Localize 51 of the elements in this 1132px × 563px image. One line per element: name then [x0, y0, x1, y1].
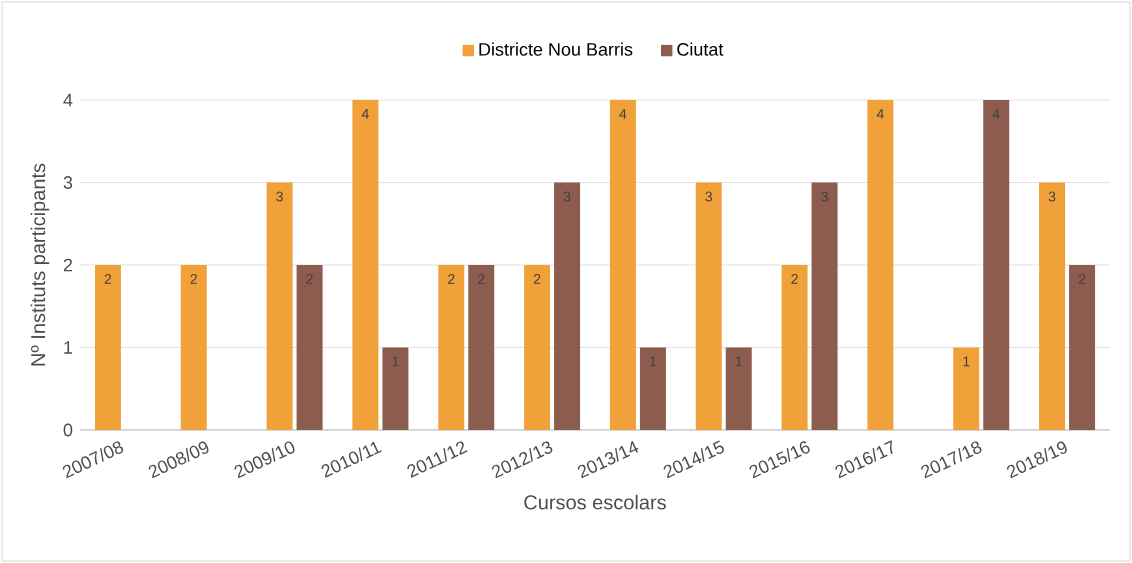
data-label: 2: [533, 274, 541, 284]
bar: [266, 182, 293, 430]
y-tick-label: 1: [64, 341, 73, 354]
bar: [352, 100, 379, 430]
bar: [781, 265, 808, 430]
data-label: 3: [705, 191, 712, 202]
legend-label: Ciutat: [677, 42, 724, 56]
bar: [468, 265, 495, 430]
bar: [609, 100, 636, 430]
data-label: 3: [1048, 191, 1056, 202]
data-label: 2: [791, 274, 798, 284]
x-axis-title: Cursos escolars: [524, 494, 666, 510]
data-label: 2: [1078, 274, 1086, 284]
bar: [725, 347, 752, 430]
bar: [524, 265, 551, 430]
data-label: 1: [735, 356, 742, 367]
bar: [438, 265, 465, 430]
data-label: 3: [563, 191, 571, 202]
bar: [953, 347, 980, 430]
data-label: 2: [306, 274, 313, 284]
bar: [382, 347, 409, 430]
data-label: 3: [821, 191, 828, 202]
data-label: 2: [478, 274, 485, 284]
data-label: 1: [963, 356, 970, 367]
y-tick-label: 0: [63, 423, 73, 437]
bar: [639, 347, 666, 430]
data-label: 1: [650, 356, 657, 367]
bar: [983, 100, 1010, 430]
y-tick-label: 3: [63, 176, 73, 189]
data-label: 2: [448, 274, 455, 284]
y-tick-label: 2: [63, 258, 73, 272]
legend-label: Districte Nou Barris: [479, 42, 633, 56]
y-tick-label: 4: [63, 93, 73, 107]
bar: [695, 182, 722, 430]
bar: [94, 265, 121, 430]
data-label: 1: [392, 356, 399, 367]
data-label: 4: [876, 109, 884, 119]
data-label: 3: [276, 191, 283, 202]
data-label: 4: [361, 109, 369, 119]
data-label: 2: [190, 274, 197, 284]
bar: [867, 100, 894, 430]
data-label: 4: [992, 109, 1000, 119]
bar: [1039, 182, 1066, 430]
bar: [180, 265, 207, 430]
data-label: 4: [619, 109, 627, 119]
y-axis-title: Nº Instituts participants: [30, 163, 50, 366]
data-label: 2: [104, 274, 112, 284]
bar: [554, 182, 581, 430]
bar: [811, 182, 838, 430]
bar: [1069, 265, 1096, 430]
bar: [296, 265, 323, 430]
